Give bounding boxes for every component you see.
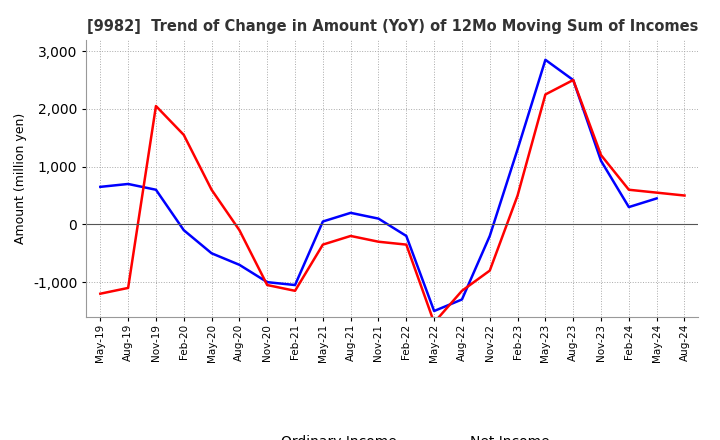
Ordinary Income [569,77,577,83]
Net Income [513,193,522,198]
Ordinary Income [152,187,161,192]
Net Income [624,187,633,192]
Net Income [152,103,161,109]
Ordinary Income [124,181,132,187]
Line: Ordinary Income: Ordinary Income [100,60,657,311]
Ordinary Income [430,308,438,314]
Ordinary Income [346,210,355,216]
Net Income [485,268,494,273]
Ordinary Income [458,297,467,302]
Ordinary Income [96,184,104,190]
Net Income [291,288,300,293]
Net Income [207,187,216,192]
Ordinary Income [402,233,410,238]
Ordinary Income [624,205,633,210]
Net Income [402,242,410,247]
Net Income [541,92,550,97]
Net Income [430,320,438,325]
Ordinary Income [291,282,300,288]
Net Income [569,77,577,83]
Y-axis label: Amount (million yen): Amount (million yen) [14,113,27,244]
Ordinary Income [597,158,606,164]
Net Income [374,239,383,244]
Title: [9982]  Trend of Change in Amount (YoY) of 12Mo Moving Sum of Incomes: [9982] Trend of Change in Amount (YoY) o… [86,19,698,34]
Ordinary Income [263,279,271,285]
Net Income [318,242,327,247]
Net Income [96,291,104,297]
Ordinary Income [374,216,383,221]
Line: Net Income: Net Income [100,80,685,323]
Ordinary Income [179,227,188,233]
Ordinary Income [541,57,550,62]
Net Income [124,285,132,290]
Ordinary Income [485,233,494,238]
Ordinary Income [318,219,327,224]
Net Income [597,152,606,158]
Ordinary Income [207,251,216,256]
Net Income [179,132,188,138]
Net Income [235,227,243,233]
Ordinary Income [235,262,243,268]
Legend: Ordinary Income, Net Income: Ordinary Income, Net Income [230,429,555,440]
Net Income [680,193,689,198]
Net Income [458,288,467,293]
Net Income [263,282,271,288]
Net Income [346,233,355,238]
Ordinary Income [652,196,661,201]
Ordinary Income [513,147,522,152]
